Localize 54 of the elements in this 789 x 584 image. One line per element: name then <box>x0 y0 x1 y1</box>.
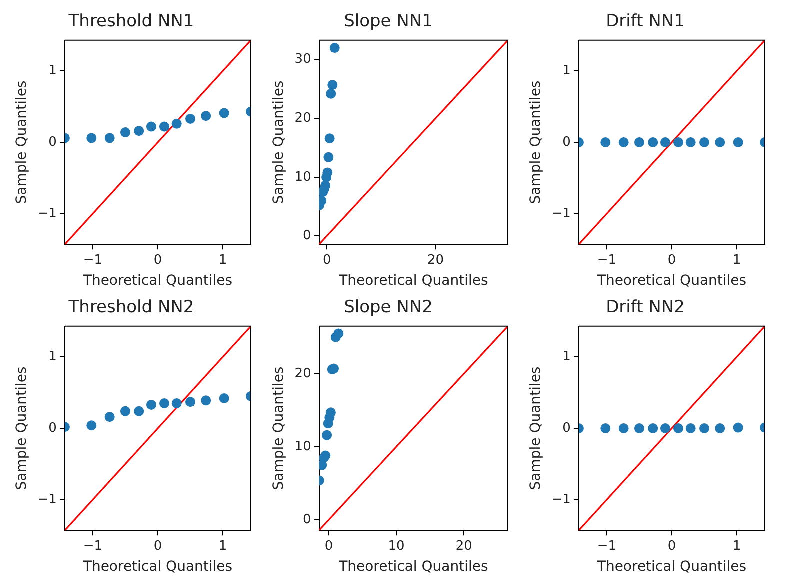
x-tick-label: 0 <box>324 538 334 554</box>
x-tick-label: 0 <box>668 252 676 268</box>
x-tick-label: 1 <box>732 252 742 268</box>
y-tick-label: −1 <box>38 492 57 508</box>
y-axis-title: Sample Quantiles <box>271 80 288 204</box>
y-tick-label: 1 <box>562 63 571 78</box>
x-tick-label: 1 <box>732 538 742 554</box>
x-tick-label: 20 <box>456 538 472 554</box>
y-axis-title: Sample Quantiles <box>14 366 30 490</box>
x-tick-label: 0 <box>668 538 676 554</box>
chart-title: Threshold NN2 <box>68 298 194 318</box>
x-axis-title: Theoretical Quantiles <box>596 273 747 290</box>
y-tick-label: 30 <box>294 52 312 68</box>
x-tick-label: 1 <box>218 252 228 268</box>
x-tick-label: 0 <box>154 252 162 268</box>
y-tick-label: 0 <box>48 420 57 436</box>
chart-title: Slope NN2 <box>344 298 433 318</box>
x-axis-title: Theoretical Quantiles <box>596 559 747 576</box>
chart-title: Drift NN2 <box>606 298 685 318</box>
y-tick-label: 10 <box>294 439 312 454</box>
y-tick-label: 1 <box>48 63 57 78</box>
y-axis-title: Sample Quantiles <box>528 80 544 204</box>
x-tick-label: −1 <box>597 252 617 268</box>
x-tick-label: −1 <box>597 538 617 554</box>
y-tick-label: 20 <box>294 366 312 382</box>
chart-title: Threshold NN1 <box>68 12 194 32</box>
x-tick-label: 10 <box>388 538 405 554</box>
y-tick-label: 1 <box>562 349 571 364</box>
y-tick-label: 0 <box>303 228 312 244</box>
x-axis-title: Theoretical Quantiles <box>338 559 488 576</box>
y-tick-label: −1 <box>552 492 571 508</box>
x-tick-label: 0 <box>322 252 332 268</box>
y-tick-label: 0 <box>303 512 312 528</box>
y-tick-label: 0 <box>562 420 571 436</box>
x-axis-title: Theoretical Quantiles <box>338 273 488 290</box>
chart-title: Slope NN1 <box>344 12 433 32</box>
y-tick-label: 1 <box>48 349 57 364</box>
x-axis-title: Theoretical Quantiles <box>82 273 233 290</box>
y-tick-label: 20 <box>294 110 312 126</box>
x-tick-label: 20 <box>427 252 444 268</box>
y-tick-label: 0 <box>48 134 57 150</box>
y-tick-label: −1 <box>552 206 571 222</box>
y-axis-title: Sample Quantiles <box>271 366 288 490</box>
x-tick-label: 1 <box>218 538 228 554</box>
y-tick-label: 10 <box>294 170 312 185</box>
x-tick-label: 0 <box>154 538 162 554</box>
x-tick-label: −1 <box>83 252 103 268</box>
y-tick-label: −1 <box>38 206 57 222</box>
y-axis-title: Sample Quantiles <box>14 80 30 204</box>
y-tick-label: 0 <box>562 134 571 150</box>
x-axis-title: Theoretical Quantiles <box>82 559 233 576</box>
x-tick-label: −1 <box>83 538 103 554</box>
chart-title: Drift NN1 <box>606 12 685 32</box>
y-axis-title: Sample Quantiles <box>528 366 544 490</box>
